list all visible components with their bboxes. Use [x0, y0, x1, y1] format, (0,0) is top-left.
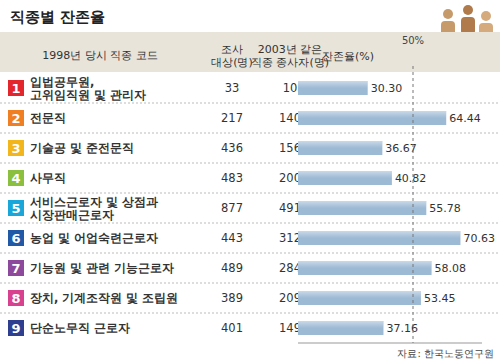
data-label: 53.45	[424, 292, 456, 305]
header-bg	[0, 32, 500, 72]
axis-line	[298, 343, 482, 344]
icon-head	[481, 11, 491, 21]
same-job-count: 140	[279, 111, 301, 125]
row-separator	[0, 193, 500, 194]
data-label: 37.16	[386, 322, 418, 335]
category-label: 기술공 및 준전문직	[30, 141, 134, 155]
same-job-count: 312	[279, 231, 301, 245]
code: 9	[11, 321, 20, 336]
same-job-count: 149	[279, 321, 301, 335]
bar	[298, 261, 432, 275]
category-label: 입법공무원,고위임직원 및 관리자	[30, 75, 146, 102]
same-job-count: 10	[283, 81, 298, 95]
data-label: 40.82	[395, 172, 427, 185]
data-label: 30.30	[371, 82, 403, 95]
bars	[298, 81, 460, 335]
bar-shine	[298, 141, 382, 148]
data-label: 58.08	[435, 262, 467, 275]
category-label: 기능원 및 관련 기능근로자	[30, 261, 174, 275]
category-label: 서비스근로자 및 상점과시장판매근로자	[30, 195, 158, 222]
code-badge	[8, 110, 24, 126]
column-header: 1998년 당시 직종 코드	[42, 49, 157, 62]
data-label: 36.67	[385, 142, 417, 155]
bar-shine	[298, 321, 383, 328]
data-label: 64.44	[449, 112, 481, 125]
survey-count: 483	[221, 171, 243, 185]
code: 3	[11, 141, 20, 156]
code-badge	[8, 320, 24, 336]
same-job-count: 156	[279, 141, 301, 155]
code: 2	[11, 111, 20, 126]
title: 직종별 잔존율	[10, 8, 105, 26]
bar	[298, 111, 446, 125]
code-badge	[8, 260, 24, 276]
survey-count: 217	[221, 111, 243, 125]
bar-shine	[298, 81, 368, 88]
same-job-count: 209	[279, 291, 301, 305]
bar	[298, 81, 368, 95]
survey-count: 33	[225, 81, 240, 95]
code: 6	[11, 231, 20, 246]
survey-count: 443	[221, 231, 243, 245]
column-header: 잔존율(%)	[322, 50, 374, 63]
column-header: 2003년 같은직종 종사자(명)	[251, 43, 329, 69]
code-badge	[8, 140, 24, 156]
code-badge	[8, 200, 24, 216]
tick-label: 50%	[402, 35, 424, 46]
code: 5	[11, 201, 20, 216]
icon-head	[443, 9, 453, 19]
bar	[298, 291, 421, 305]
column-header: 조사대상(명)	[211, 43, 253, 69]
row-separator	[0, 133, 500, 134]
code-badge	[8, 170, 24, 186]
chart: 직종별 잔존율 1998년 당시 직종 코드 조사대상(명)2003년 같은직종 종…	[0, 0, 500, 363]
code: 8	[11, 291, 20, 306]
survey-count: 389	[221, 291, 243, 305]
row-separator	[0, 163, 500, 164]
row-separator	[0, 223, 500, 224]
code-badge	[8, 80, 24, 96]
bar	[298, 231, 460, 245]
bar-shine	[298, 171, 392, 178]
same-job-count: 200	[279, 171, 301, 185]
bar	[298, 321, 383, 335]
survey-count: 877	[221, 201, 243, 215]
row-separator	[0, 103, 500, 104]
survey-count: 401	[221, 321, 243, 335]
code-badge	[8, 230, 24, 246]
same-job-count: 284	[279, 261, 301, 275]
survey-count: 436	[221, 141, 243, 155]
code: 1	[11, 81, 20, 96]
category-label: 농업 및 어업숙련근로자	[30, 231, 158, 245]
category-label: 장치, 기계조작원 및 조립원	[30, 291, 178, 305]
bar	[298, 201, 426, 215]
bar-shine	[298, 291, 421, 298]
category-label: 사무직	[30, 171, 66, 185]
row-separator	[0, 283, 500, 284]
code: 4	[11, 171, 20, 186]
survey-count: 489	[221, 261, 243, 275]
data-label: 70.63	[463, 232, 495, 245]
bar-shine	[298, 201, 426, 208]
category-label: 단순노무직 근로자	[30, 321, 130, 335]
row-separator	[0, 253, 500, 254]
code: 7	[11, 261, 20, 276]
icon-head	[463, 5, 473, 15]
grid-line	[413, 66, 414, 343]
row-separator	[0, 313, 500, 314]
data-label: 55.78	[429, 202, 461, 215]
source: 자료: 한국노동연구원	[397, 348, 494, 359]
same-job-count: 491	[279, 201, 301, 215]
category-label: 전문직	[30, 111, 66, 125]
bar	[298, 141, 382, 155]
bar-shine	[298, 231, 460, 238]
code-badge	[8, 290, 24, 306]
bar-shine	[298, 111, 446, 118]
bar	[298, 171, 392, 185]
bar-shine	[298, 261, 432, 268]
